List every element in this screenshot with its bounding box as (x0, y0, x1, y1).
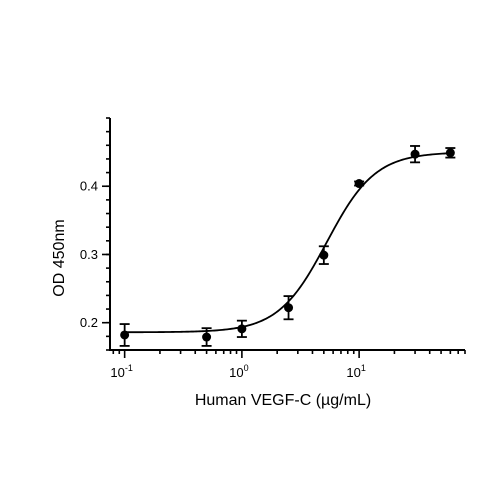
data-point (445, 148, 455, 158)
y-tick-label: 0.2 (80, 315, 98, 330)
y-tick-label: 0.4 (80, 179, 98, 194)
x-tick-label: 10-1 (110, 363, 132, 380)
y-tick-label: 0.3 (80, 247, 98, 262)
ticks: 0.2 0.3 0.4 10-1 100 101 (80, 117, 466, 380)
x-axis-title: Human VEGF-C (µg/mL) (195, 392, 371, 409)
data-points (119, 145, 456, 347)
y-axis-title: OD 450nm (51, 219, 68, 296)
data-point (354, 179, 364, 189)
x-tick-label: 101 (346, 363, 365, 380)
data-point (284, 303, 294, 313)
fit-curve-group (124, 152, 451, 334)
x-tick-label: 100 (229, 363, 248, 380)
fit-curve (124, 152, 451, 334)
data-point (237, 324, 247, 334)
data-point (319, 250, 329, 260)
data-point (410, 149, 420, 159)
data-point (120, 330, 130, 340)
axes (109, 118, 465, 351)
data-point (202, 332, 212, 342)
